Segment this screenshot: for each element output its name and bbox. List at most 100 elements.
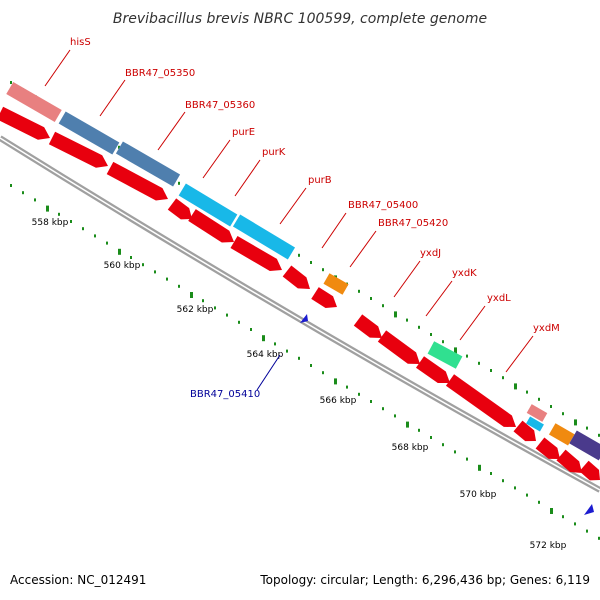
feature-bar-purple: [569, 430, 600, 461]
tick-mark: [550, 405, 552, 408]
cds-arrow: [282, 265, 310, 289]
tick-label: 564 kbp: [247, 350, 284, 360]
gene-label: BBR47_05410: [190, 389, 260, 400]
tick-mark: [550, 508, 553, 514]
gene-label: purB: [308, 175, 332, 186]
tick-mark: [406, 318, 408, 322]
tick-mark: [454, 450, 456, 454]
tick-mark: [502, 479, 504, 483]
tick-mark: [226, 313, 228, 317]
tick-mark: [418, 428, 420, 432]
tick-mark: [178, 284, 180, 288]
cds-arrows: [0, 106, 600, 515]
feature-bar-yxdK: [427, 341, 463, 369]
tick-mark: [178, 181, 180, 185]
tick-mark: [490, 369, 492, 372]
cds-arrow: [415, 356, 450, 383]
tick-mark: [430, 436, 432, 439]
gene-label: BBR47_05420: [378, 218, 448, 229]
feature-bar-purK: [232, 214, 296, 260]
reverse-cds-marker: [300, 314, 308, 323]
cds-arrow: [556, 449, 582, 473]
gene-label: BBR47_05350: [125, 68, 195, 79]
tick-mark: [370, 400, 372, 403]
tick-mark: [394, 311, 397, 318]
feature-bar-small-1: [526, 404, 548, 422]
feature-bar-05350: [58, 111, 120, 155]
tick-mark: [526, 390, 528, 394]
tick-mark: [34, 198, 36, 202]
tick-mark: [22, 191, 24, 195]
tick-mark: [574, 419, 577, 426]
tick-mark: [154, 270, 156, 274]
cds-arrow: [106, 161, 168, 201]
tick-mark: [346, 385, 348, 389]
genome-summary-text: Topology: circular; Length: 6,296,436 bp…: [260, 573, 590, 587]
backbone-outer-line: [0, 135, 600, 493]
tick-mark: [466, 354, 468, 358]
tick-label: 570 kbp: [460, 490, 497, 500]
tick-mark: [418, 325, 420, 329]
tick-label: 568 kbp: [392, 443, 429, 453]
tick-mark: [298, 356, 300, 360]
tick-mark: [514, 383, 517, 390]
tick-mark: [262, 335, 265, 342]
genome-backbone: [0, 135, 600, 493]
tick-mark: [322, 268, 324, 272]
gene-label: yxdJ: [420, 248, 441, 259]
tick-mark: [286, 349, 288, 353]
accession-text: Accession: NC_012491: [10, 573, 147, 587]
cds-arrow: [0, 106, 50, 140]
tick-mark: [334, 378, 337, 385]
tick-mark: [310, 261, 312, 264]
tick-mark: [358, 289, 360, 293]
feature-bar-small-2: [526, 416, 544, 432]
tick-label: 562 kbp: [177, 305, 214, 315]
label-leader-line: [157, 111, 186, 151]
tick-mark: [406, 421, 409, 428]
tick-labels: 558 kbp 560 kbp 562 kbp 564 kbp 566 kbp 568 k…: [32, 218, 567, 551]
gene-labels: hisS BBR47_05350 BBR47_05360 purE purK purB BB…: [44, 37, 560, 400]
tick-mark: [166, 277, 168, 281]
tick-mark: [442, 443, 444, 447]
label-leader-line: [393, 260, 421, 298]
tick-mark: [598, 536, 600, 540]
feature-bar-hisS: [6, 81, 62, 123]
cds-arrow: [445, 374, 516, 427]
tick-mark: [118, 248, 121, 255]
gene-label: yxdL: [487, 293, 511, 304]
label-leader-line: [279, 187, 307, 225]
cds-arrow: [188, 209, 234, 243]
tick-mark: [490, 472, 492, 475]
map-title: Brevibacillus brevis NBRC 100599, comple…: [113, 11, 487, 27]
tick-mark: [274, 342, 276, 346]
label-leader-line: [44, 49, 71, 87]
reverse-cds-marker: [584, 504, 594, 515]
tick-mark: [442, 340, 444, 344]
tick-mark: [250, 328, 252, 331]
tick-mark: [562, 412, 564, 416]
label-leader-line: [321, 212, 347, 249]
gene-label: BBR47_05400: [348, 200, 418, 211]
tick-label: 560 kbp: [104, 261, 141, 271]
cds-arrow: [513, 420, 536, 442]
tick-mark: [586, 529, 588, 533]
tick-label: 566 kbp: [320, 396, 357, 406]
label-leader-line: [505, 335, 534, 373]
gene-label: purK: [262, 147, 286, 158]
tick-mark: [370, 297, 372, 300]
tick-label: 572 kbp: [530, 541, 567, 551]
tick-mark: [298, 253, 300, 257]
cds-arrow: [48, 131, 108, 168]
tick-mark: [94, 234, 96, 238]
feature-bar-05360: [115, 141, 181, 187]
tick-mark: [514, 486, 516, 490]
tick-mark: [130, 256, 132, 259]
tick-mark: [454, 347, 457, 354]
label-leader-line: [349, 230, 377, 268]
label-leader-line: [459, 305, 486, 341]
feature-bar-05400: [323, 273, 349, 295]
tick-mark: [562, 515, 564, 519]
cds-arrow: [167, 198, 192, 220]
